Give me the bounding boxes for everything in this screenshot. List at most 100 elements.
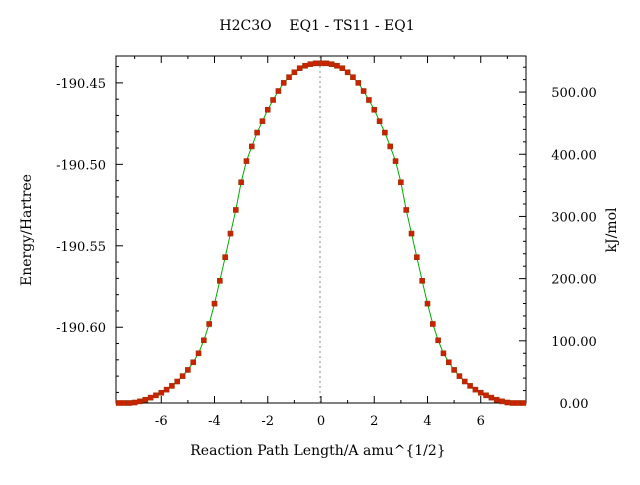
data-point	[398, 179, 404, 186]
data-point	[483, 392, 489, 399]
data-point	[248, 143, 255, 150]
data-point	[461, 378, 468, 385]
data-point	[185, 367, 191, 373]
data-point	[195, 350, 202, 357]
data-point	[121, 400, 127, 406]
data-point	[456, 373, 463, 379]
energy-curve	[118, 62, 524, 404]
data-point	[296, 65, 303, 72]
y-right-tick-label: 300.00	[551, 210, 597, 225]
data-point	[472, 386, 479, 393]
data-point	[334, 62, 340, 69]
data-point	[328, 61, 335, 67]
data-point	[376, 118, 383, 124]
data-point	[371, 106, 378, 113]
chart-title: H2C3O EQ1 - TS11 - EQ1	[219, 18, 414, 34]
data-point	[493, 396, 500, 403]
data-point	[147, 394, 154, 401]
data-point	[142, 396, 149, 403]
x-tick-label: 2	[370, 414, 378, 429]
data-point	[499, 398, 505, 405]
data-point	[515, 400, 521, 406]
x-axis-label: Reaction Path Length/A amu^{1/2}	[190, 443, 445, 459]
y-left-axis-ticks: -190.45 -190.50 -190.55 -190.60	[56, 66, 123, 393]
data-point	[414, 254, 420, 260]
data-point	[477, 389, 484, 396]
y-right-tick-label: 400.00	[551, 148, 597, 163]
data-points	[115, 60, 527, 406]
plot-frame	[115, 55, 527, 404]
y-left-axis-label: Energy/Hartree	[19, 174, 35, 286]
data-point	[323, 60, 330, 67]
data-point	[153, 392, 159, 399]
data-point	[451, 367, 457, 373]
data-point	[169, 383, 175, 389]
data-point	[238, 179, 244, 186]
data-point	[286, 74, 292, 80]
x-tick-label: 6	[477, 414, 485, 429]
data-point	[344, 69, 351, 76]
data-point	[280, 80, 287, 86]
data-point	[312, 60, 319, 67]
data-point	[190, 359, 197, 366]
data-point	[270, 97, 276, 103]
data-point	[339, 65, 346, 72]
data-point	[430, 321, 436, 327]
data-point	[382, 129, 388, 136]
y-left-tick-label: -190.45	[56, 77, 106, 92]
data-point	[403, 207, 409, 213]
data-point	[302, 62, 308, 69]
y-right-tick-label: 100.00	[551, 335, 597, 350]
data-point	[259, 118, 266, 124]
data-point	[131, 399, 138, 406]
data-point	[217, 278, 223, 284]
data-point	[179, 373, 186, 379]
data-point	[435, 337, 441, 344]
x-tick-label: 4	[423, 414, 431, 429]
data-point	[318, 60, 324, 67]
data-point	[488, 394, 495, 401]
data-point	[227, 230, 234, 237]
data-point	[275, 88, 282, 94]
data-point	[163, 386, 170, 393]
x-tick-label: -2	[261, 414, 274, 429]
data-point	[201, 337, 207, 344]
data-point	[440, 350, 447, 357]
data-point	[206, 321, 212, 327]
data-point	[211, 300, 218, 307]
x-tick-label: -4	[208, 414, 221, 429]
data-point	[419, 278, 425, 284]
data-point	[520, 400, 527, 406]
data-point	[126, 400, 133, 406]
data-point	[392, 158, 399, 164]
data-point	[291, 69, 298, 76]
y-left-tick-label: -190.55	[56, 240, 106, 255]
data-point	[445, 359, 452, 366]
data-point	[222, 254, 228, 260]
data-point	[355, 80, 362, 86]
x-tick-label: 0	[317, 414, 325, 429]
data-point	[509, 400, 516, 406]
data-point	[467, 383, 473, 389]
data-point	[243, 158, 250, 164]
data-point	[387, 143, 394, 150]
data-point	[115, 400, 122, 406]
y-right-axis-ticks: 0.00 100.00 200.00 300.00 400.00 500.00	[519, 66, 597, 412]
y-right-axis-label: kJ/mol	[604, 207, 620, 253]
data-point	[360, 88, 367, 94]
x-axis-ticks: -6 -4 -2 0 2 4 6	[134, 56, 508, 429]
data-point	[504, 399, 511, 406]
data-point	[350, 74, 356, 80]
x-tick-label: -6	[155, 414, 168, 429]
y-left-tick-label: -190.50	[56, 158, 106, 173]
data-point	[366, 97, 372, 103]
data-point	[233, 207, 239, 213]
y-left-tick-label: -190.60	[56, 321, 106, 336]
y-right-tick-label: 0.00	[560, 397, 589, 412]
data-point	[408, 230, 415, 237]
data-point	[174, 378, 181, 385]
data-point	[307, 61, 314, 67]
data-point	[158, 389, 165, 396]
data-point	[424, 300, 431, 307]
